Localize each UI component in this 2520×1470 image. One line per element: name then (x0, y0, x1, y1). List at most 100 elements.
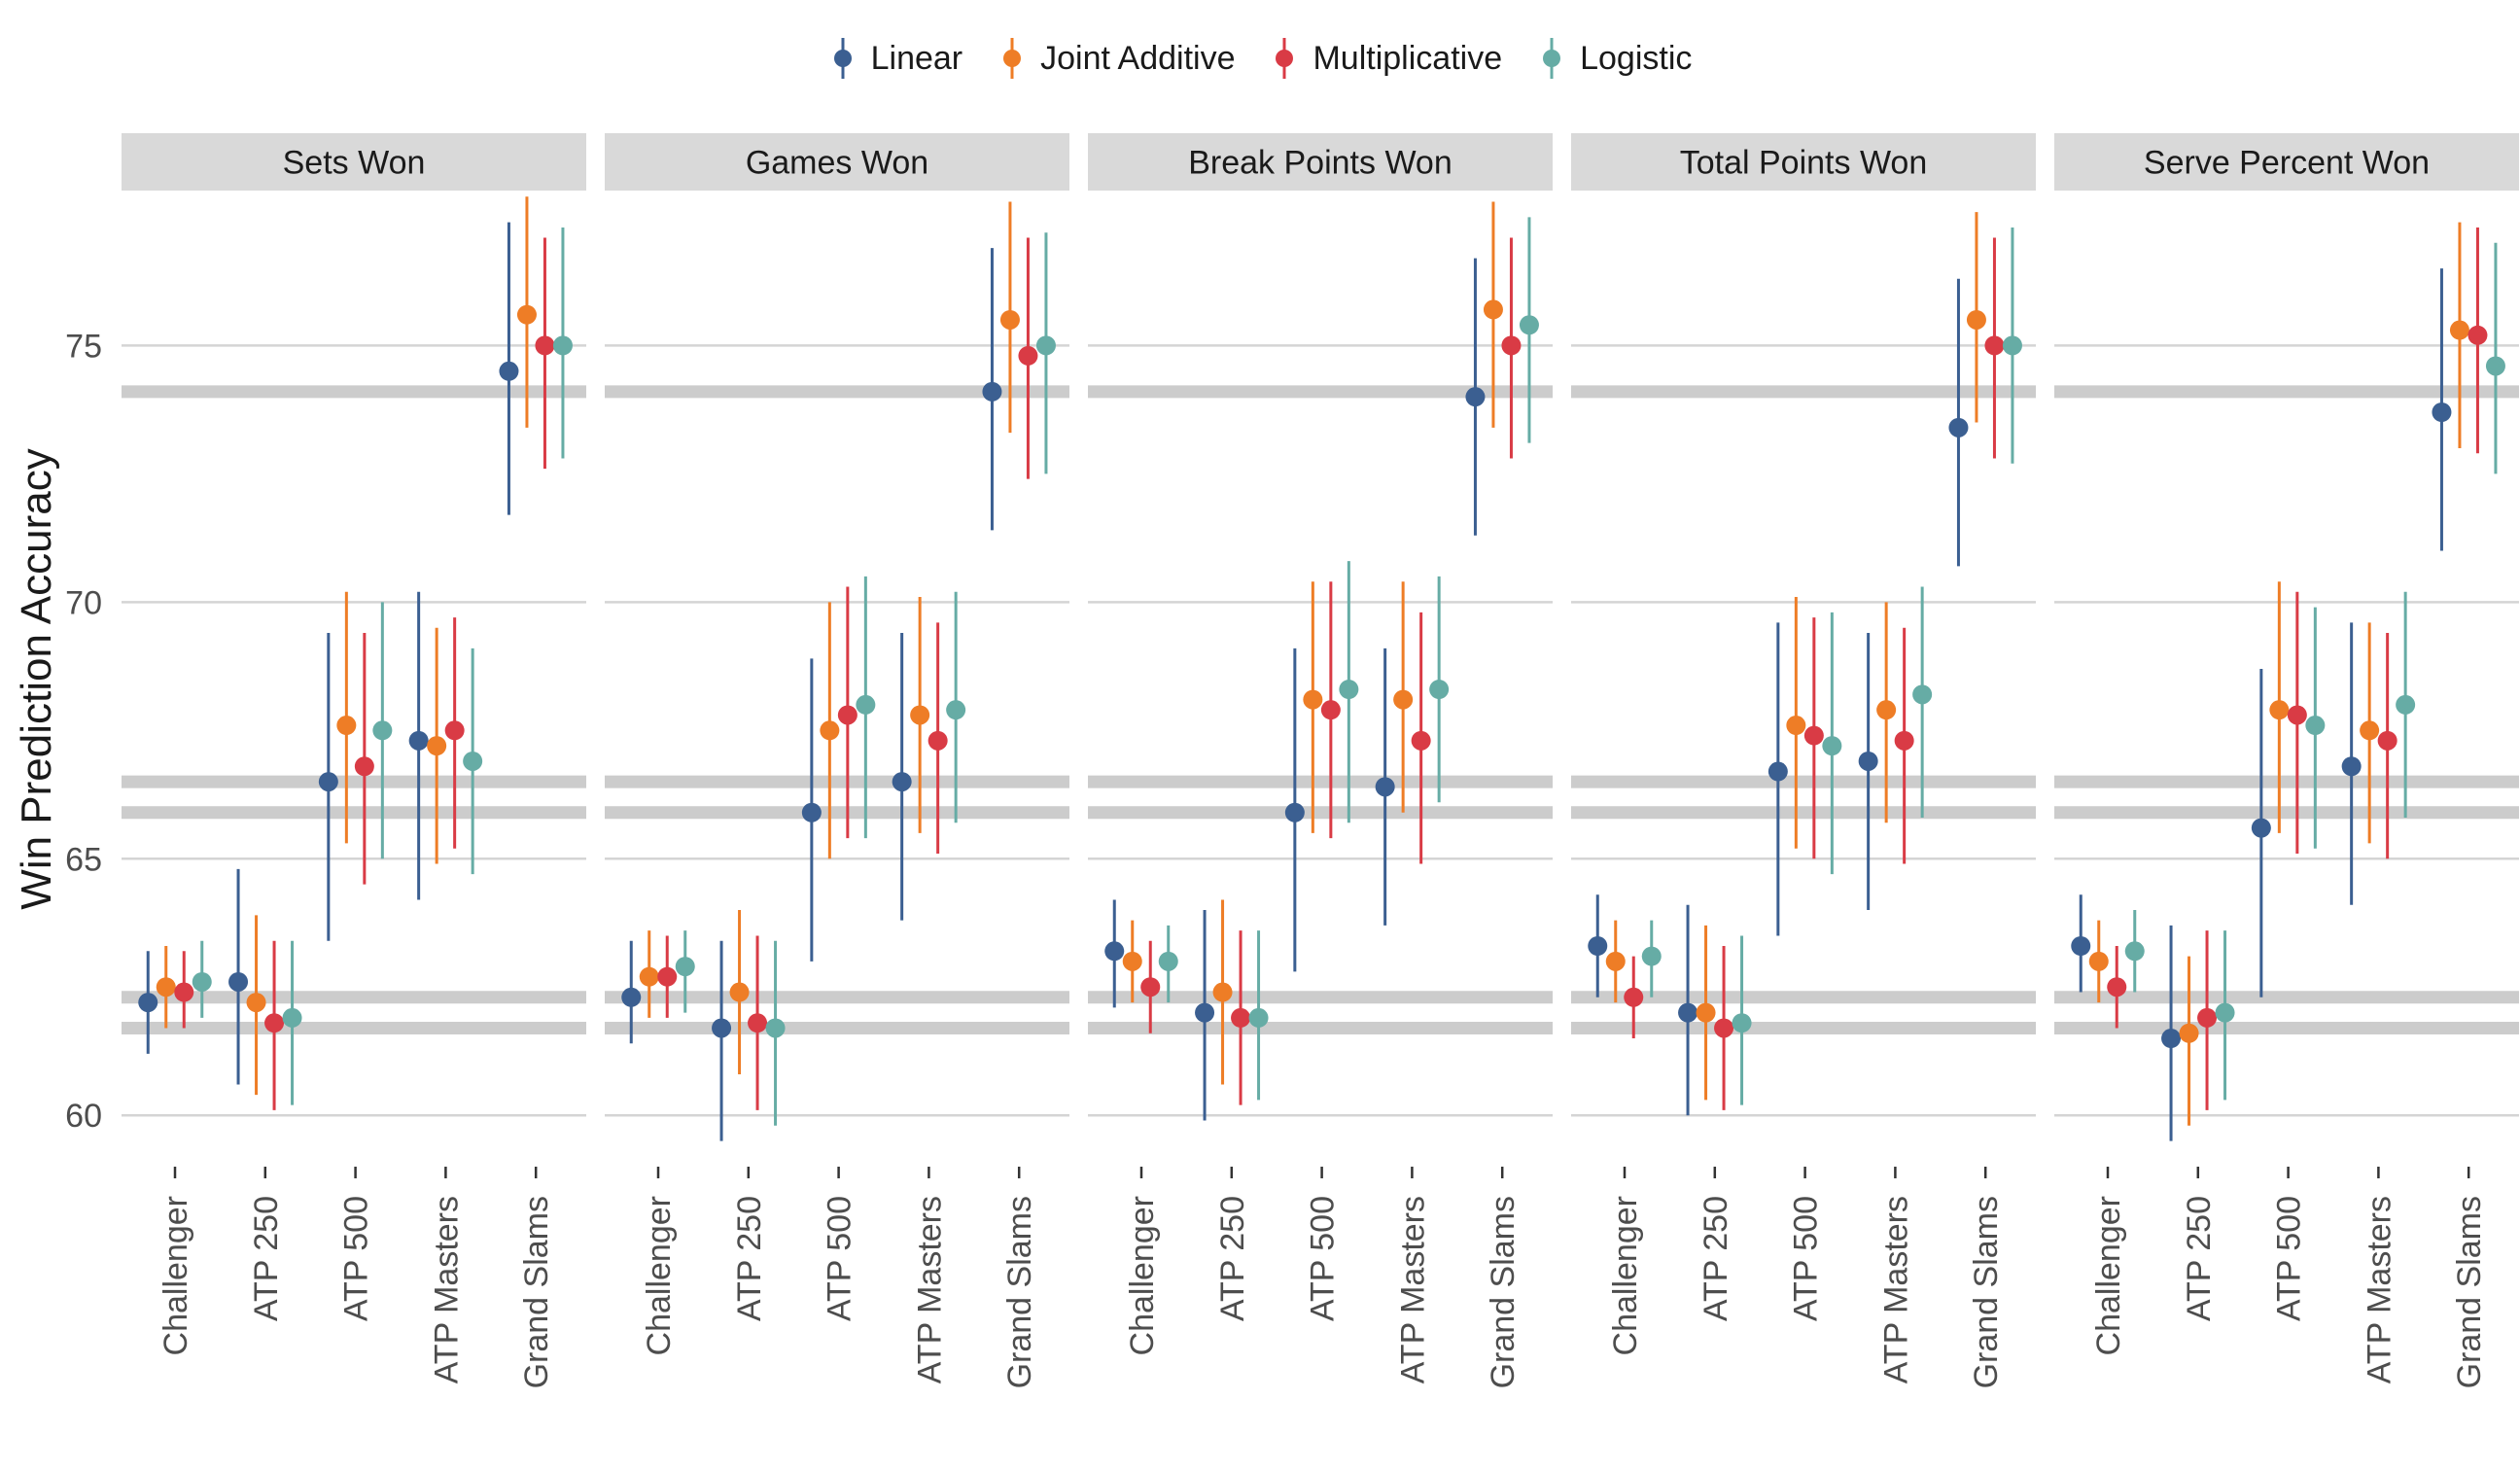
data-point (892, 772, 912, 792)
legend-key-icon (833, 38, 852, 79)
legend-item-multiplicative: Multiplicative (1270, 34, 1502, 83)
legend-label: Joint Additive (1040, 39, 1236, 77)
data-point (1732, 1013, 1752, 1033)
data-point (2197, 1007, 2218, 1028)
data-point (318, 772, 338, 792)
facet-panel: Games Won Challenger ATP 250 ATP 500 ATP Mas… (605, 133, 1069, 1388)
x-tick-label: ATP 250 (731, 1196, 768, 1321)
data-point (1320, 700, 1341, 720)
data-point (1018, 345, 1038, 366)
legend-item-linear: Linear (828, 34, 963, 83)
data-point (246, 993, 266, 1013)
data-point (1858, 751, 1878, 771)
x-tick-label: Grand Slams (2451, 1196, 2488, 1388)
data-point (2305, 716, 2326, 736)
facet-title: Total Points Won (1680, 145, 1928, 182)
data-point (1122, 951, 1142, 971)
facet-title: Games Won (746, 145, 928, 182)
data-point (535, 335, 555, 356)
data-point (748, 1013, 768, 1033)
facet-strip (605, 133, 1069, 191)
data-point (2287, 705, 2307, 725)
x-tick-label: Grand Slams (1001, 1196, 1038, 1388)
facet-panel: Sets Won Challenger ATP 250 ATP 500 ATP Mast… (122, 133, 586, 1388)
legend-key-icon (1543, 38, 1561, 79)
x-tick-label: ATP Masters (911, 1196, 948, 1383)
data-point (1519, 315, 1539, 335)
y-tick-label: 70 (65, 584, 102, 621)
data-point (1212, 982, 1233, 1002)
x-tick-label: Grand Slams (518, 1196, 555, 1388)
legend-label: Linear (870, 39, 963, 77)
data-point (1303, 689, 1323, 710)
facet-strip (1571, 133, 2036, 191)
data-point (2124, 941, 2145, 962)
data-point (1411, 730, 1431, 751)
x-tick-label: Challenger (641, 1196, 678, 1355)
data-point (856, 694, 876, 715)
facet-panel: Total Points Won Challenger ATP 250 ATP 500… (1571, 133, 2036, 1388)
data-point (2360, 720, 2380, 741)
data-point (1104, 941, 1125, 962)
data-point (639, 966, 659, 987)
facet-strip (2054, 133, 2519, 191)
data-point (621, 987, 642, 1007)
data-point (1429, 680, 1450, 700)
data-point (2071, 936, 2091, 957)
x-tick-label: ATP Masters (2361, 1196, 2398, 1383)
x-tick-label: ATP 250 (248, 1196, 285, 1321)
data-point (499, 361, 519, 381)
data-point (2341, 756, 2362, 777)
data-point (408, 730, 429, 751)
data-point (1375, 777, 1395, 797)
data-point (765, 1018, 786, 1038)
facet-strip (1088, 133, 1553, 191)
data-point (1714, 1018, 1734, 1038)
data-point (2269, 700, 2290, 720)
data-point (910, 705, 930, 725)
data-point (1588, 936, 1608, 957)
legend-item-logistic: Logistic (1537, 34, 1692, 83)
data-point (946, 700, 966, 720)
data-point (2161, 1029, 2182, 1049)
data-point (463, 751, 483, 771)
data-point (2002, 335, 2022, 356)
data-point (1803, 725, 1824, 746)
data-point (1966, 309, 1986, 330)
x-tick-label: Challenger (1124, 1196, 1161, 1355)
data-point (192, 971, 212, 992)
data-point (928, 730, 948, 751)
data-point (1984, 335, 2005, 356)
data-point (1284, 802, 1305, 822)
x-tick-label: ATP 250 (1214, 1196, 1251, 1321)
y-tick-label: 75 (65, 328, 102, 365)
data-point (2088, 951, 2109, 971)
data-point (552, 335, 573, 356)
x-tick-label: ATP 500 (1788, 1196, 1825, 1321)
legend: Linear Joint Additive Multiplicative Log… (0, 29, 2520, 88)
x-tick-label: ATP 250 (1698, 1196, 1734, 1321)
data-point (427, 736, 447, 756)
y-axis-title: Win Prediction Accuracy (13, 448, 60, 909)
data-point (1339, 680, 1359, 700)
data-point (837, 705, 858, 725)
data-point (1035, 335, 1056, 356)
data-point (801, 802, 822, 822)
data-point (264, 1013, 285, 1033)
facet-strip (122, 133, 586, 191)
data-point (1140, 977, 1161, 998)
data-point (2396, 694, 2416, 715)
data-point (1641, 946, 1662, 966)
x-tick-label: Challenger (2090, 1196, 2127, 1355)
x-tick-label: ATP 500 (338, 1196, 375, 1321)
legend-label: Logistic (1580, 39, 1693, 77)
data-point (138, 993, 158, 1013)
data-point (729, 982, 750, 1002)
x-tick-label: ATP Masters (1877, 1196, 1914, 1383)
data-point (174, 982, 194, 1002)
data-point (2377, 730, 2398, 751)
data-point (1465, 387, 1486, 407)
x-tick-label: ATP 500 (822, 1196, 858, 1321)
x-tick-label: ATP Masters (1394, 1196, 1431, 1383)
data-point (444, 720, 465, 741)
